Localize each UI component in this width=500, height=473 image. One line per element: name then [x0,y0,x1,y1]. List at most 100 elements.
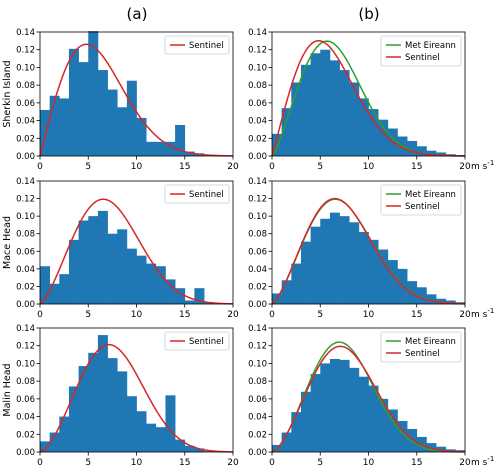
legend: Met Eireann Sentinel [380,331,462,363]
x-tick-label: 0 [37,310,43,320]
x-tick-label: 10 [363,162,375,172]
histogram-bar [117,107,128,156]
histogram-bar [126,80,137,156]
histogram-bar [59,416,70,452]
curve-sentinel [39,198,234,305]
histogram-bar [320,49,331,156]
histogram-bar [146,423,157,452]
histogram-bar [407,428,418,452]
histogram-bar [40,109,50,156]
histogram-bar [165,141,176,156]
histogram-bar [59,98,70,156]
histogram-bar [387,260,398,304]
histogram-bar [320,363,331,452]
x-unit-labels: m s-1 m s-1 m s-1 [471,159,494,468]
x-tick-label: 20 [227,310,239,320]
y-tick-label: 0.10 [16,359,35,369]
y-tick-label: 0.12 [248,342,267,352]
y-tick-label: 0.00 [248,300,267,310]
histogram-bars [40,210,215,304]
histogram-bar [281,280,292,304]
y-tick-label: 0.06 [248,99,267,109]
histogram-bar [272,133,282,156]
histogram-bar [310,226,321,304]
histogram-bar [117,371,128,452]
legend-label: Sentinel [189,190,224,200]
histogram-bar [165,279,176,304]
y-tick-label: 0.06 [16,247,35,257]
histogram-bar [184,300,195,304]
y-tick-label: 0.02 [16,134,35,144]
x-tick-label: 10 [131,162,143,172]
legend-box [164,184,230,204]
curve-sentinel [271,345,466,453]
x-tick-label: 20 [227,458,239,468]
y-axis-label: Malin Head [2,363,13,416]
x-tick-label: 10 [131,310,143,320]
panel-4: 0 5 10 15 20 0.00 0.02 0.04 0.06 0.08 0.10 0.12 0.14… [2,324,239,468]
histogram-bar [78,62,89,156]
histogram-bar [184,151,195,156]
x-tick-label: 15 [179,162,190,172]
histogram-bar [107,358,118,452]
histogram-bar [358,231,369,304]
legend: Sentinel [164,331,230,351]
y-tick-label: 0.00 [248,448,267,458]
x-tick-label: 5 [85,310,91,320]
histogram-bar [49,95,60,156]
y-tick-label: 0.10 [16,212,35,222]
y-tick-label: 0.02 [248,282,267,292]
x-tick-label: 5 [85,458,91,468]
y-tick-label: 0.00 [16,300,35,310]
legend-label: Met Eireann [405,190,456,200]
y-tick-label: 0.06 [248,247,267,257]
x-tick-label: 15 [179,310,190,320]
x-tick-label: 20 [459,458,471,468]
curve-sentinel [271,197,466,305]
histogram-bar [310,53,321,156]
y-tick-label: 0.02 [16,430,35,440]
panel-2: 0 5 10 15 20 0.00 0.02 0.04 0.06 0.08 0.10 0.12 0.14… [2,177,239,320]
histogram-bar [136,411,147,452]
histogram-bar [155,427,166,452]
y-tick-label: 0.06 [248,395,267,405]
legend-box [380,35,462,67]
histogram-bar [126,396,137,452]
legend-box [164,331,230,351]
histogram-bar [387,409,398,452]
x-unit-exponent: -1 [487,307,494,315]
x-tick-label: 10 [363,458,375,468]
y-tick-label: 0.04 [248,265,267,275]
y-tick-label: 0.14 [16,324,35,334]
panels: 0 5 10 15 20 0.00 0.02 0.04 0.06 0.08 0.10 0.12 0.14… [2,28,471,468]
legend-label: Sentinel [405,53,440,63]
histogram-bar [175,439,186,452]
y-tick-label: 0.08 [16,230,35,240]
histogram-bar [97,70,108,156]
histogram-bars [272,212,466,304]
y-tick-label: 0.04 [16,265,35,275]
y-tick-label: 0.04 [16,413,35,423]
x-tick-label: 5 [85,162,91,172]
legend-label: Met Eireann [405,337,456,347]
x-unit-exponent: -1 [487,159,494,167]
histogram-bar [407,140,418,156]
y-tick-label: 0.02 [248,134,267,144]
y-tick-label: 0.04 [16,117,35,127]
legend: Sentinel [164,35,230,55]
histogram-bar [117,229,128,304]
x-tick-label: 10 [363,310,375,320]
histogram-bar [175,288,186,304]
column-label-a: (a) [127,5,148,23]
y-tick-label: 0.12 [16,195,35,205]
y-tick-label: 0.04 [248,413,267,423]
x-tick-label: 20 [459,162,471,172]
histogram-bar [175,125,186,156]
histogram-bar [59,274,70,304]
y-tick-label: 0.10 [248,359,267,369]
histogram-bar [300,64,311,156]
column-label-b: (b) [358,5,379,23]
x-tick-label: 5 [317,310,323,320]
x-tick-label: 10 [131,458,143,468]
x-tick-label: 0 [37,162,43,172]
